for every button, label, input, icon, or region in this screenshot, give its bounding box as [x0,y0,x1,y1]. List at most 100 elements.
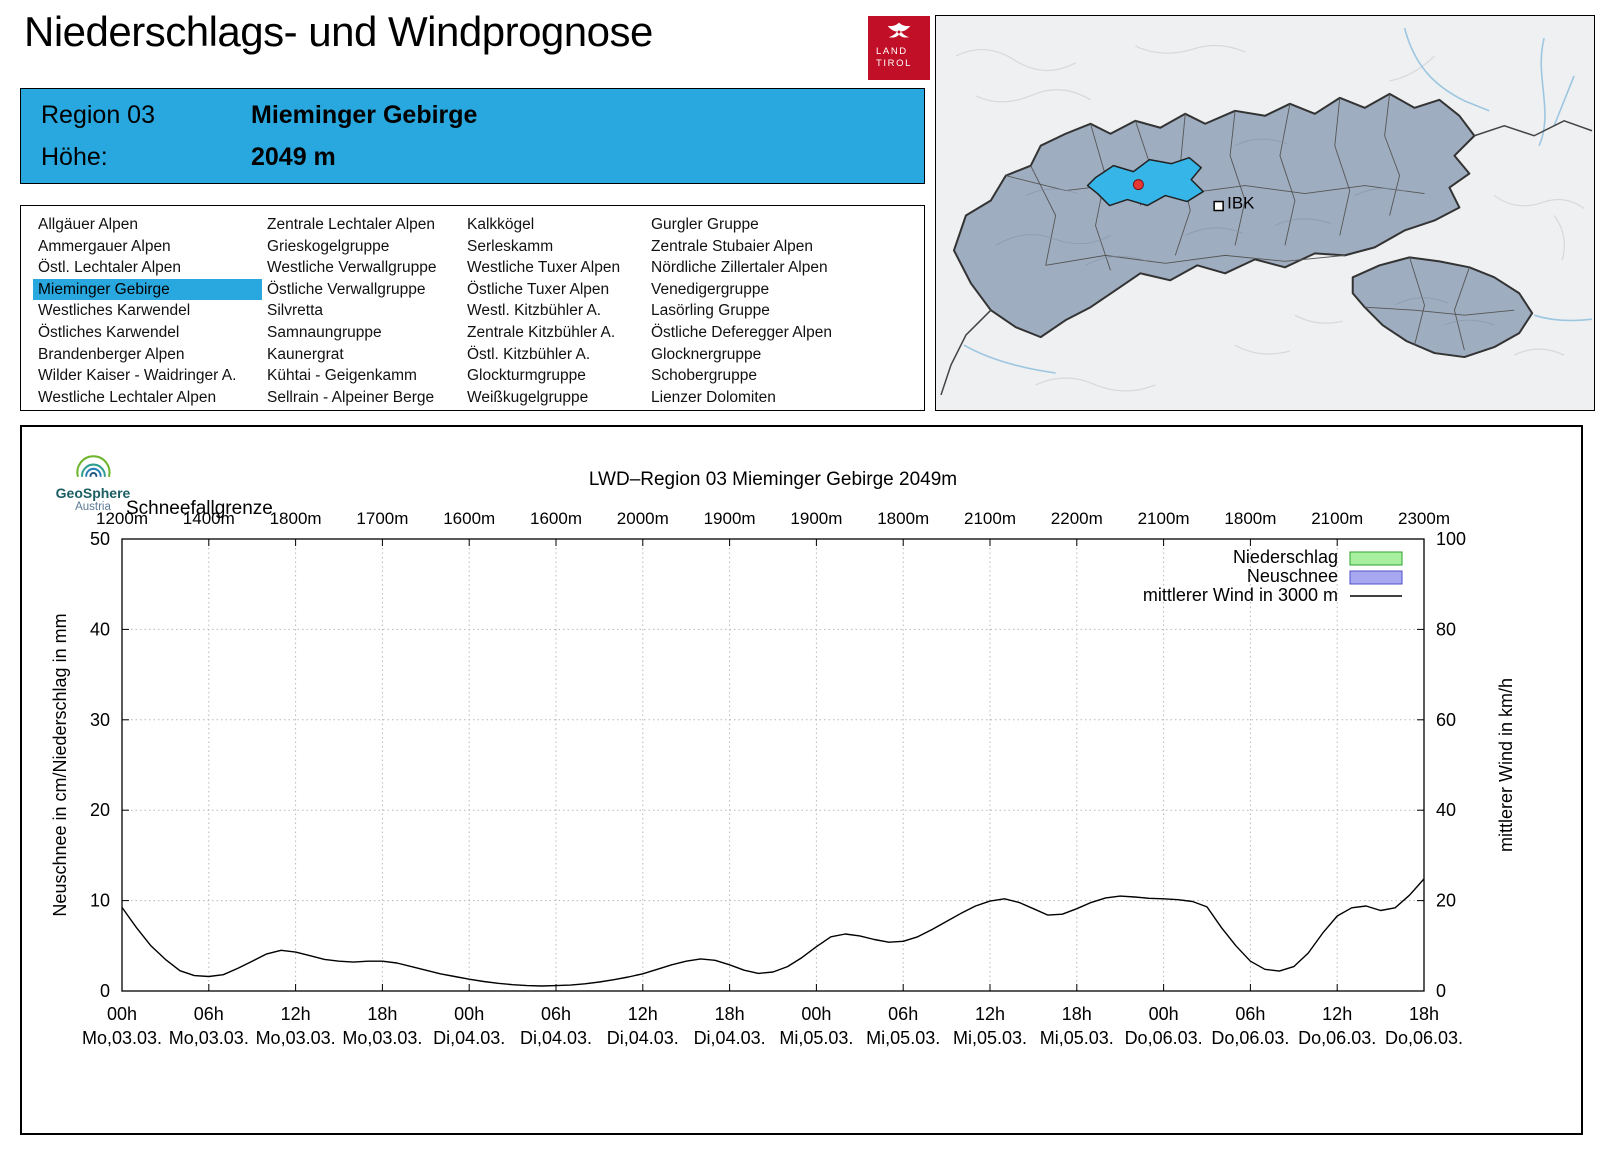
svg-text:40: 40 [1436,800,1456,820]
region-item[interactable]: Kühtai - Geigenkamm [267,367,417,385]
snowline-value: 2200m [1051,509,1103,528]
tirol-map[interactable]: IBK [935,15,1595,411]
svg-text:Mi,05.03.: Mi,05.03. [866,1028,940,1048]
region-item[interactable]: Zentrale Lechtaler Alpen [267,216,436,233]
geosphere-sub: Austria [75,501,111,514]
svg-text:Niederschlag: Niederschlag [1233,547,1338,567]
snowline-value: 1600m [443,509,495,528]
rivers [963,27,1593,374]
region-column: Gurgler Gruppe Zentrale Stubaier Alpen Nör… [646,214,924,410]
ibk-label: IBK [1227,194,1255,213]
left-axis-title: Neuschnee in cm/Niederschlag in mm [50,613,70,916]
region-item[interactable]: Samnaungruppe [267,323,382,341]
region-item[interactable]: Weißkugelgruppe [467,388,589,406]
svg-text:Do,06.03.: Do,06.03. [1211,1028,1289,1048]
region-number-label: Region 03 [41,101,155,129]
svg-text:Do,06.03.: Do,06.03. [1298,1028,1376,1048]
snowline-value: 2100m [1138,509,1190,528]
region-list: Allgäuer Alpen Ammergauer Alpen Östl. Lech… [20,205,925,411]
svg-text:Di,04.03.: Di,04.03. [433,1028,505,1048]
map-region-east-tirol[interactable] [1351,256,1534,359]
svg-text:18h: 18h [367,1004,397,1024]
region-item[interactable]: Kalkkögel [467,216,535,233]
region-item[interactable]: Wilder Kaiser - Waidringer A. [38,367,237,385]
svg-text:0: 0 [1436,981,1446,1001]
subregion-borders [1005,93,1515,351]
snowline-value: 2100m [1311,509,1363,528]
region-item[interactable]: Gurgler Gruppe [651,216,759,233]
region-item[interactable]: Kaunergrat [267,345,344,363]
snowline-label: Schneefallgrenze [126,498,273,519]
region-item[interactable]: Zentrale Kitzbühler A. [467,323,616,341]
svg-text:Do,06.03.: Do,06.03. [1385,1028,1463,1048]
region-item[interactable]: Ammergauer Alpen [38,237,171,255]
page-title: Niederschlags- und Windprognose [24,8,653,55]
region-item[interactable]: Glockturmgruppe [467,367,586,385]
region-item[interactable]: Brandenberger Alpen [38,345,185,363]
region-item[interactable]: Sellrain - Alpeiner Berge [267,388,435,406]
tirol-map-svg: IBK [936,16,1594,410]
forecast-chart: LWD–Region 03 Mieminger Gebirge 2049m Sch… [50,469,1516,1048]
region-item[interactable]: Lasörling Gruppe [651,302,770,320]
svg-text:0: 0 [100,981,110,1001]
snowline-value: 1900m [790,509,842,528]
region-item[interactable]: Mieminger Gebirge [33,278,262,301]
country-borders [940,119,1593,396]
region-item[interactable]: Westl. Kitzbühler A. [467,302,602,320]
region-name-value: Mieminger Gebirge [251,101,478,129]
region-item[interactable]: Zentrale Stubaier Alpen [651,237,813,255]
snowline-value: 1800m [877,509,929,528]
region-item[interactable]: Serleskamm [467,237,554,255]
region-item[interactable]: Westliche Tuxer Alpen [467,259,621,277]
wind-line-group [121,878,1425,987]
ibk-marker [1213,200,1224,212]
svg-text:Mo,03.03.: Mo,03.03. [169,1028,249,1048]
svg-text:Di,04.03.: Di,04.03. [520,1028,592,1048]
hoehe-label: Höhe: [41,143,108,171]
svg-text:Do,06.03.: Do,06.03. [1125,1028,1203,1048]
region-item[interactable]: Östl. Lechtaler Alpen [38,259,182,277]
svg-text:06h: 06h [541,1004,571,1024]
region-item[interactable]: Westliche Verwallgruppe [267,259,437,277]
chart-grid [122,539,1424,991]
region-item[interactable]: Silvretta [267,302,323,320]
svg-text:Mo,03.03.: Mo,03.03. [82,1028,162,1048]
region-item[interactable]: Glocknergruppe [651,345,762,363]
svg-text:18h: 18h [1409,1004,1439,1024]
chart-labels: LWD–Region 03 Mieminger Gebirge 2049m Sch… [50,469,1516,1048]
svg-text:Mi,05.03.: Mi,05.03. [779,1028,853,1048]
region-item[interactable]: Grieskogelgruppe [267,237,390,255]
region-item[interactable]: Venedigergruppe [651,280,770,298]
svg-text:00h: 00h [107,1004,137,1024]
region-item[interactable]: Westliches Karwendel [38,302,191,320]
terrain-texture [955,44,1585,392]
svg-text:12h: 12h [281,1004,311,1024]
region-item[interactable]: Östliches Karwendel [38,323,180,341]
wind-line [121,878,1425,987]
region-item[interactable]: Östliche Tuxer Alpen [467,280,610,298]
region-item[interactable]: Östliche Deferegger Alpen [651,323,832,341]
region-item[interactable]: Allgäuer Alpen [38,216,138,233]
snowline-value: 2000m [617,509,669,528]
region-item[interactable]: Nördliche Zillertaler Alpen [651,259,828,277]
snowline-value: 1700m [356,509,408,528]
region-item[interactable]: Östliche Verwallgruppe [267,280,426,298]
svg-text:18h: 18h [715,1004,745,1024]
svg-text:30: 30 [90,710,110,730]
svg-text:18h: 18h [1062,1004,1092,1024]
svg-text:60: 60 [1436,710,1456,730]
svg-text:10: 10 [90,891,110,911]
map-region-selected[interactable] [1086,156,1204,207]
region-column: Zentrale Lechtaler Alpen Grieskogelgruppe… [262,214,462,410]
svg-text:Mo,03.03.: Mo,03.03. [256,1028,336,1048]
chart-frame [121,538,1425,992]
region-item[interactable]: Lienzer Dolomiten [651,388,776,406]
region-item[interactable]: Östl. Kitzbühler A. [467,345,591,363]
svg-text:Mi,05.03.: Mi,05.03. [953,1028,1027,1048]
region-item[interactable]: Westliche Lechtaler Alpen [38,388,217,406]
region-item[interactable]: Schobergruppe [651,367,757,385]
geosphere-logo: GeoSphere Austria [38,445,148,515]
svg-text:00h: 00h [1149,1004,1179,1024]
region-column: Allgäuer Alpen Ammergauer Alpen Östl. Lech… [33,214,262,410]
